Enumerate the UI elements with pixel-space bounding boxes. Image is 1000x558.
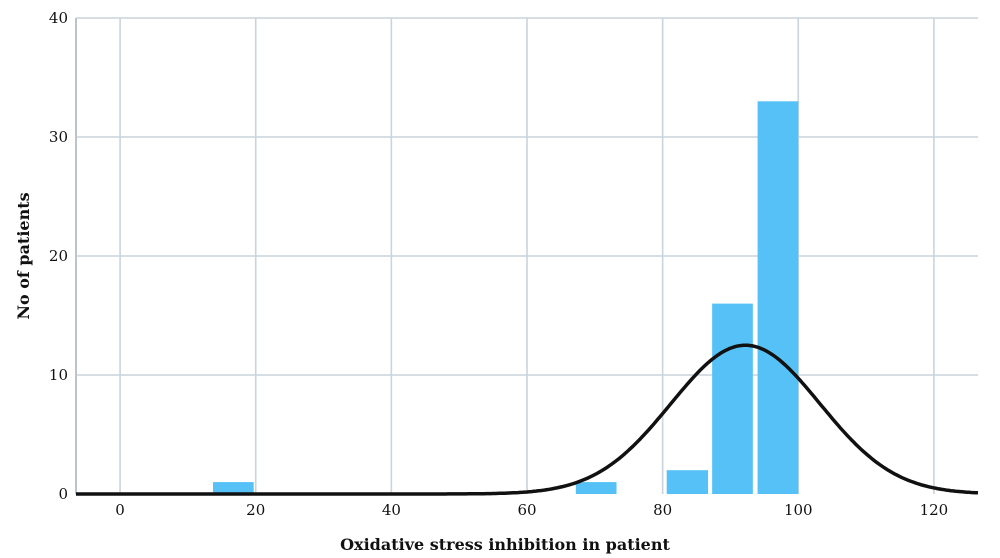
normal-distribution-curve <box>76 343 979 496</box>
x-tick-label: 60 <box>517 501 536 519</box>
y-tick-label: 30 <box>49 128 68 146</box>
normal-curve-layer <box>76 343 979 496</box>
y-tick-label: 10 <box>49 366 68 384</box>
x-tick-label: 120 <box>920 501 949 519</box>
histogram-bar <box>666 470 709 494</box>
x-axis-title: Oxidative stress inhibition in patient <box>340 535 670 554</box>
x-tick-label: 0 <box>115 501 125 519</box>
y-tick-label: 20 <box>49 247 68 265</box>
y-axis-title: No of patients <box>14 192 33 319</box>
histogram-bars <box>212 101 799 495</box>
y-tick-label: 40 <box>49 9 68 27</box>
x-tick-label: 40 <box>382 501 401 519</box>
x-tick-label: 80 <box>653 501 672 519</box>
x-tick-label: 20 <box>246 501 265 519</box>
histogram-bar <box>212 482 254 494</box>
grid-lines <box>75 17 978 494</box>
y-tick-label: 0 <box>58 485 68 503</box>
x-tick-label: 100 <box>784 501 813 519</box>
histogram-bar <box>757 101 799 495</box>
histogram-bar <box>575 482 617 494</box>
tick-labels: 10 20 30 40 0 0 20 40 60 80 100 120 <box>49 9 948 519</box>
histogram-bar <box>712 303 753 494</box>
